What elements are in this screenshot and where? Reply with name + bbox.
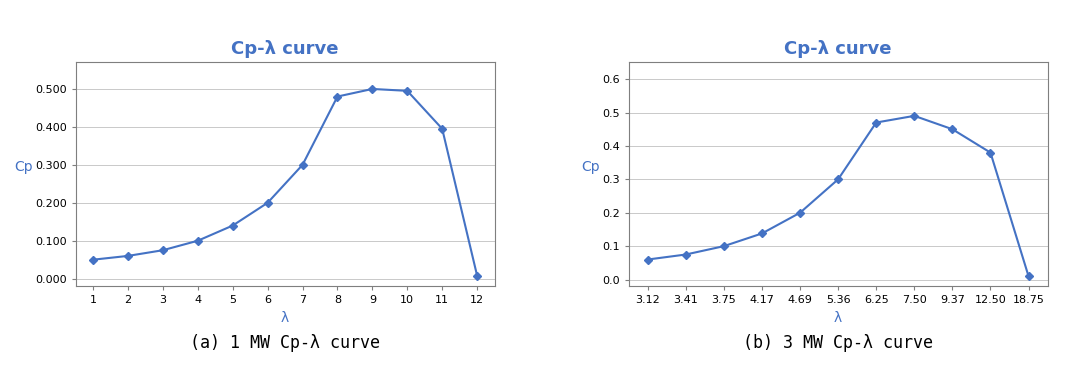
Y-axis label: Cp: Cp: [581, 160, 600, 174]
X-axis label: λ: λ: [281, 311, 289, 325]
Text: (b) 3 MW Cp-λ curve: (b) 3 MW Cp-λ curve: [743, 334, 933, 352]
Y-axis label: Cp: Cp: [14, 160, 33, 174]
X-axis label: λ: λ: [834, 311, 842, 325]
Text: (a) 1 MW Cp-λ curve: (a) 1 MW Cp-λ curve: [190, 334, 380, 352]
Title: Cp-λ curve: Cp-λ curve: [231, 40, 339, 58]
Title: Cp-λ curve: Cp-λ curve: [784, 40, 892, 58]
